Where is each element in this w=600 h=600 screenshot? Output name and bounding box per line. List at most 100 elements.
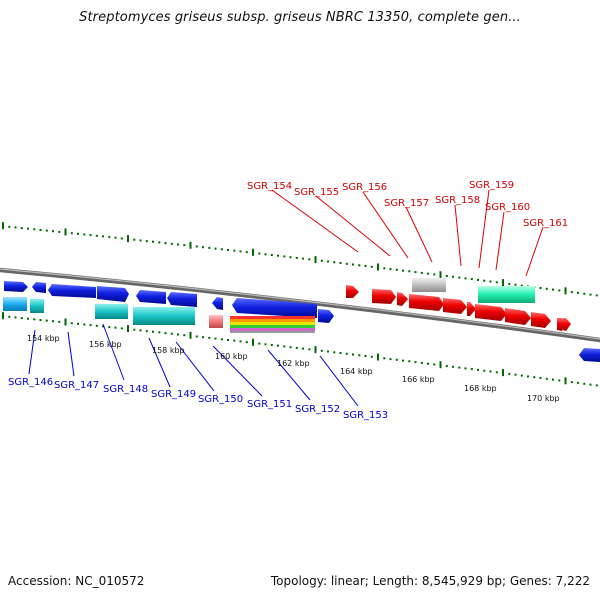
minor-tick bbox=[83, 233, 86, 236]
minor-tick bbox=[308, 258, 311, 261]
chromosome-backbone-highlight bbox=[0, 268, 600, 340]
minor-tick bbox=[139, 239, 142, 242]
gene-label-sgr-149[interactable]: SGR_149 bbox=[151, 389, 196, 400]
gene-box[interactable] bbox=[133, 307, 195, 325]
minor-tick bbox=[277, 254, 279, 257]
gene-arrow[interactable] bbox=[97, 286, 129, 302]
gene-arrow[interactable] bbox=[475, 304, 507, 321]
major-tick bbox=[64, 318, 67, 326]
leader-line bbox=[28, 329, 36, 375]
gene-label-sgr-154[interactable]: SGR_154 bbox=[247, 181, 292, 192]
gene-arrow[interactable] bbox=[467, 302, 476, 316]
gene-label-sgr-148[interactable]: SGR_148 bbox=[103, 384, 148, 395]
major-tick bbox=[377, 263, 379, 271]
gene-label-sgr-160[interactable]: SGR_160 bbox=[485, 202, 530, 213]
minor-tick bbox=[183, 244, 186, 247]
gene-box[interactable] bbox=[209, 315, 223, 328]
minor-tick bbox=[320, 259, 323, 262]
gene-arrow[interactable] bbox=[563, 318, 571, 331]
gene-label-sgr-151[interactable]: SGR_151 bbox=[247, 399, 292, 410]
gene-arrow[interactable] bbox=[48, 284, 96, 298]
scale-label-166: 166 kbp bbox=[402, 375, 435, 384]
rna-feature-stripe[interactable] bbox=[230, 331, 315, 333]
gene-arrow[interactable] bbox=[531, 312, 551, 328]
gene-arrow[interactable] bbox=[318, 309, 334, 323]
minor-tick bbox=[402, 269, 404, 272]
scale-label-170: 170 kbp bbox=[527, 394, 560, 403]
gene-arrow[interactable] bbox=[505, 308, 531, 325]
gene-label-sgr-161[interactable]: SGR_161 bbox=[523, 218, 568, 229]
gene-label-sgr-146[interactable]: SGR_146 bbox=[8, 377, 53, 388]
gene-arrow[interactable] bbox=[443, 298, 467, 314]
gene-box[interactable] bbox=[95, 304, 128, 319]
gene-label-sgr-159[interactable]: SGR_159 bbox=[469, 180, 514, 191]
minor-tick bbox=[495, 371, 498, 374]
gene-arrow[interactable] bbox=[232, 298, 317, 318]
gene-arrow[interactable] bbox=[579, 348, 600, 362]
gene-arrow[interactable] bbox=[346, 285, 359, 298]
major-tick bbox=[314, 256, 317, 264]
rna-feature-stripe[interactable] bbox=[230, 319, 315, 322]
rna-feature-stripe[interactable] bbox=[230, 316, 315, 319]
minor-tick bbox=[433, 363, 436, 366]
gene-arrow[interactable] bbox=[397, 292, 408, 306]
leader-line bbox=[405, 206, 433, 263]
gene-box[interactable] bbox=[30, 299, 44, 313]
minor-tick bbox=[152, 240, 154, 243]
gene-box[interactable] bbox=[412, 278, 446, 292]
gene-label-sgr-150[interactable]: SGR_150 bbox=[198, 394, 243, 405]
minor-tick bbox=[245, 251, 248, 254]
gene-label-sgr-152[interactable]: SGR_152 bbox=[295, 404, 340, 415]
gene-arrow[interactable] bbox=[136, 290, 166, 304]
rna-feature-stripe[interactable] bbox=[230, 325, 315, 328]
minor-tick bbox=[202, 336, 204, 339]
gene-label-sgr-155[interactable]: SGR_155 bbox=[294, 187, 339, 198]
minor-tick bbox=[339, 352, 342, 354]
minor-tick bbox=[302, 257, 304, 260]
gene-label-sgr-158[interactable]: SGR_158 bbox=[435, 195, 480, 206]
gene-arrow[interactable] bbox=[32, 282, 46, 293]
minor-tick bbox=[489, 280, 492, 283]
minor-tick bbox=[120, 327, 123, 330]
rna-feature-stripe[interactable] bbox=[230, 328, 315, 331]
minor-tick bbox=[308, 348, 311, 351]
minor-tick bbox=[358, 264, 361, 267]
major-tick bbox=[439, 361, 442, 369]
gene-arrow[interactable] bbox=[212, 297, 223, 310]
gene-label-sgr-147[interactable]: SGR_147 bbox=[54, 380, 99, 391]
minor-tick bbox=[420, 271, 423, 274]
gene-label-sgr-157[interactable]: SGR_157 bbox=[384, 198, 429, 209]
major-tick bbox=[502, 279, 504, 287]
minor-tick bbox=[108, 236, 111, 239]
minor-tick bbox=[133, 328, 136, 331]
minor-tick bbox=[533, 376, 536, 379]
leader-line bbox=[362, 191, 409, 259]
minor-tick bbox=[583, 382, 586, 385]
major-tick bbox=[2, 312, 4, 320]
gene-arrow[interactable] bbox=[167, 292, 197, 307]
gene-box[interactable] bbox=[3, 297, 27, 311]
gene-arrow[interactable] bbox=[372, 289, 396, 304]
minor-tick bbox=[289, 346, 292, 349]
minor-tick bbox=[433, 273, 436, 276]
major-tick bbox=[2, 222, 4, 230]
minor-tick bbox=[352, 263, 354, 266]
minor-tick bbox=[208, 246, 211, 249]
minor-tick bbox=[89, 234, 92, 237]
scale-label-162: 162 kbp bbox=[277, 359, 310, 368]
minor-tick bbox=[183, 334, 186, 337]
major-tick bbox=[127, 325, 129, 333]
gene-arrow[interactable] bbox=[4, 281, 28, 292]
minor-tick bbox=[552, 288, 554, 291]
accession-text: Accession: NC_010572 bbox=[8, 574, 145, 588]
minor-tick bbox=[483, 369, 486, 372]
minor-tick bbox=[220, 248, 223, 251]
minor-tick bbox=[277, 344, 279, 347]
gene-arrow[interactable] bbox=[409, 294, 444, 311]
gene-label-sgr-156[interactable]: SGR_156 bbox=[342, 182, 387, 193]
rna-feature-stripe[interactable] bbox=[230, 322, 315, 325]
gene-box[interactable] bbox=[478, 286, 535, 303]
gene-label-sgr-153[interactable]: SGR_153 bbox=[343, 410, 388, 421]
minor-tick bbox=[483, 279, 486, 282]
